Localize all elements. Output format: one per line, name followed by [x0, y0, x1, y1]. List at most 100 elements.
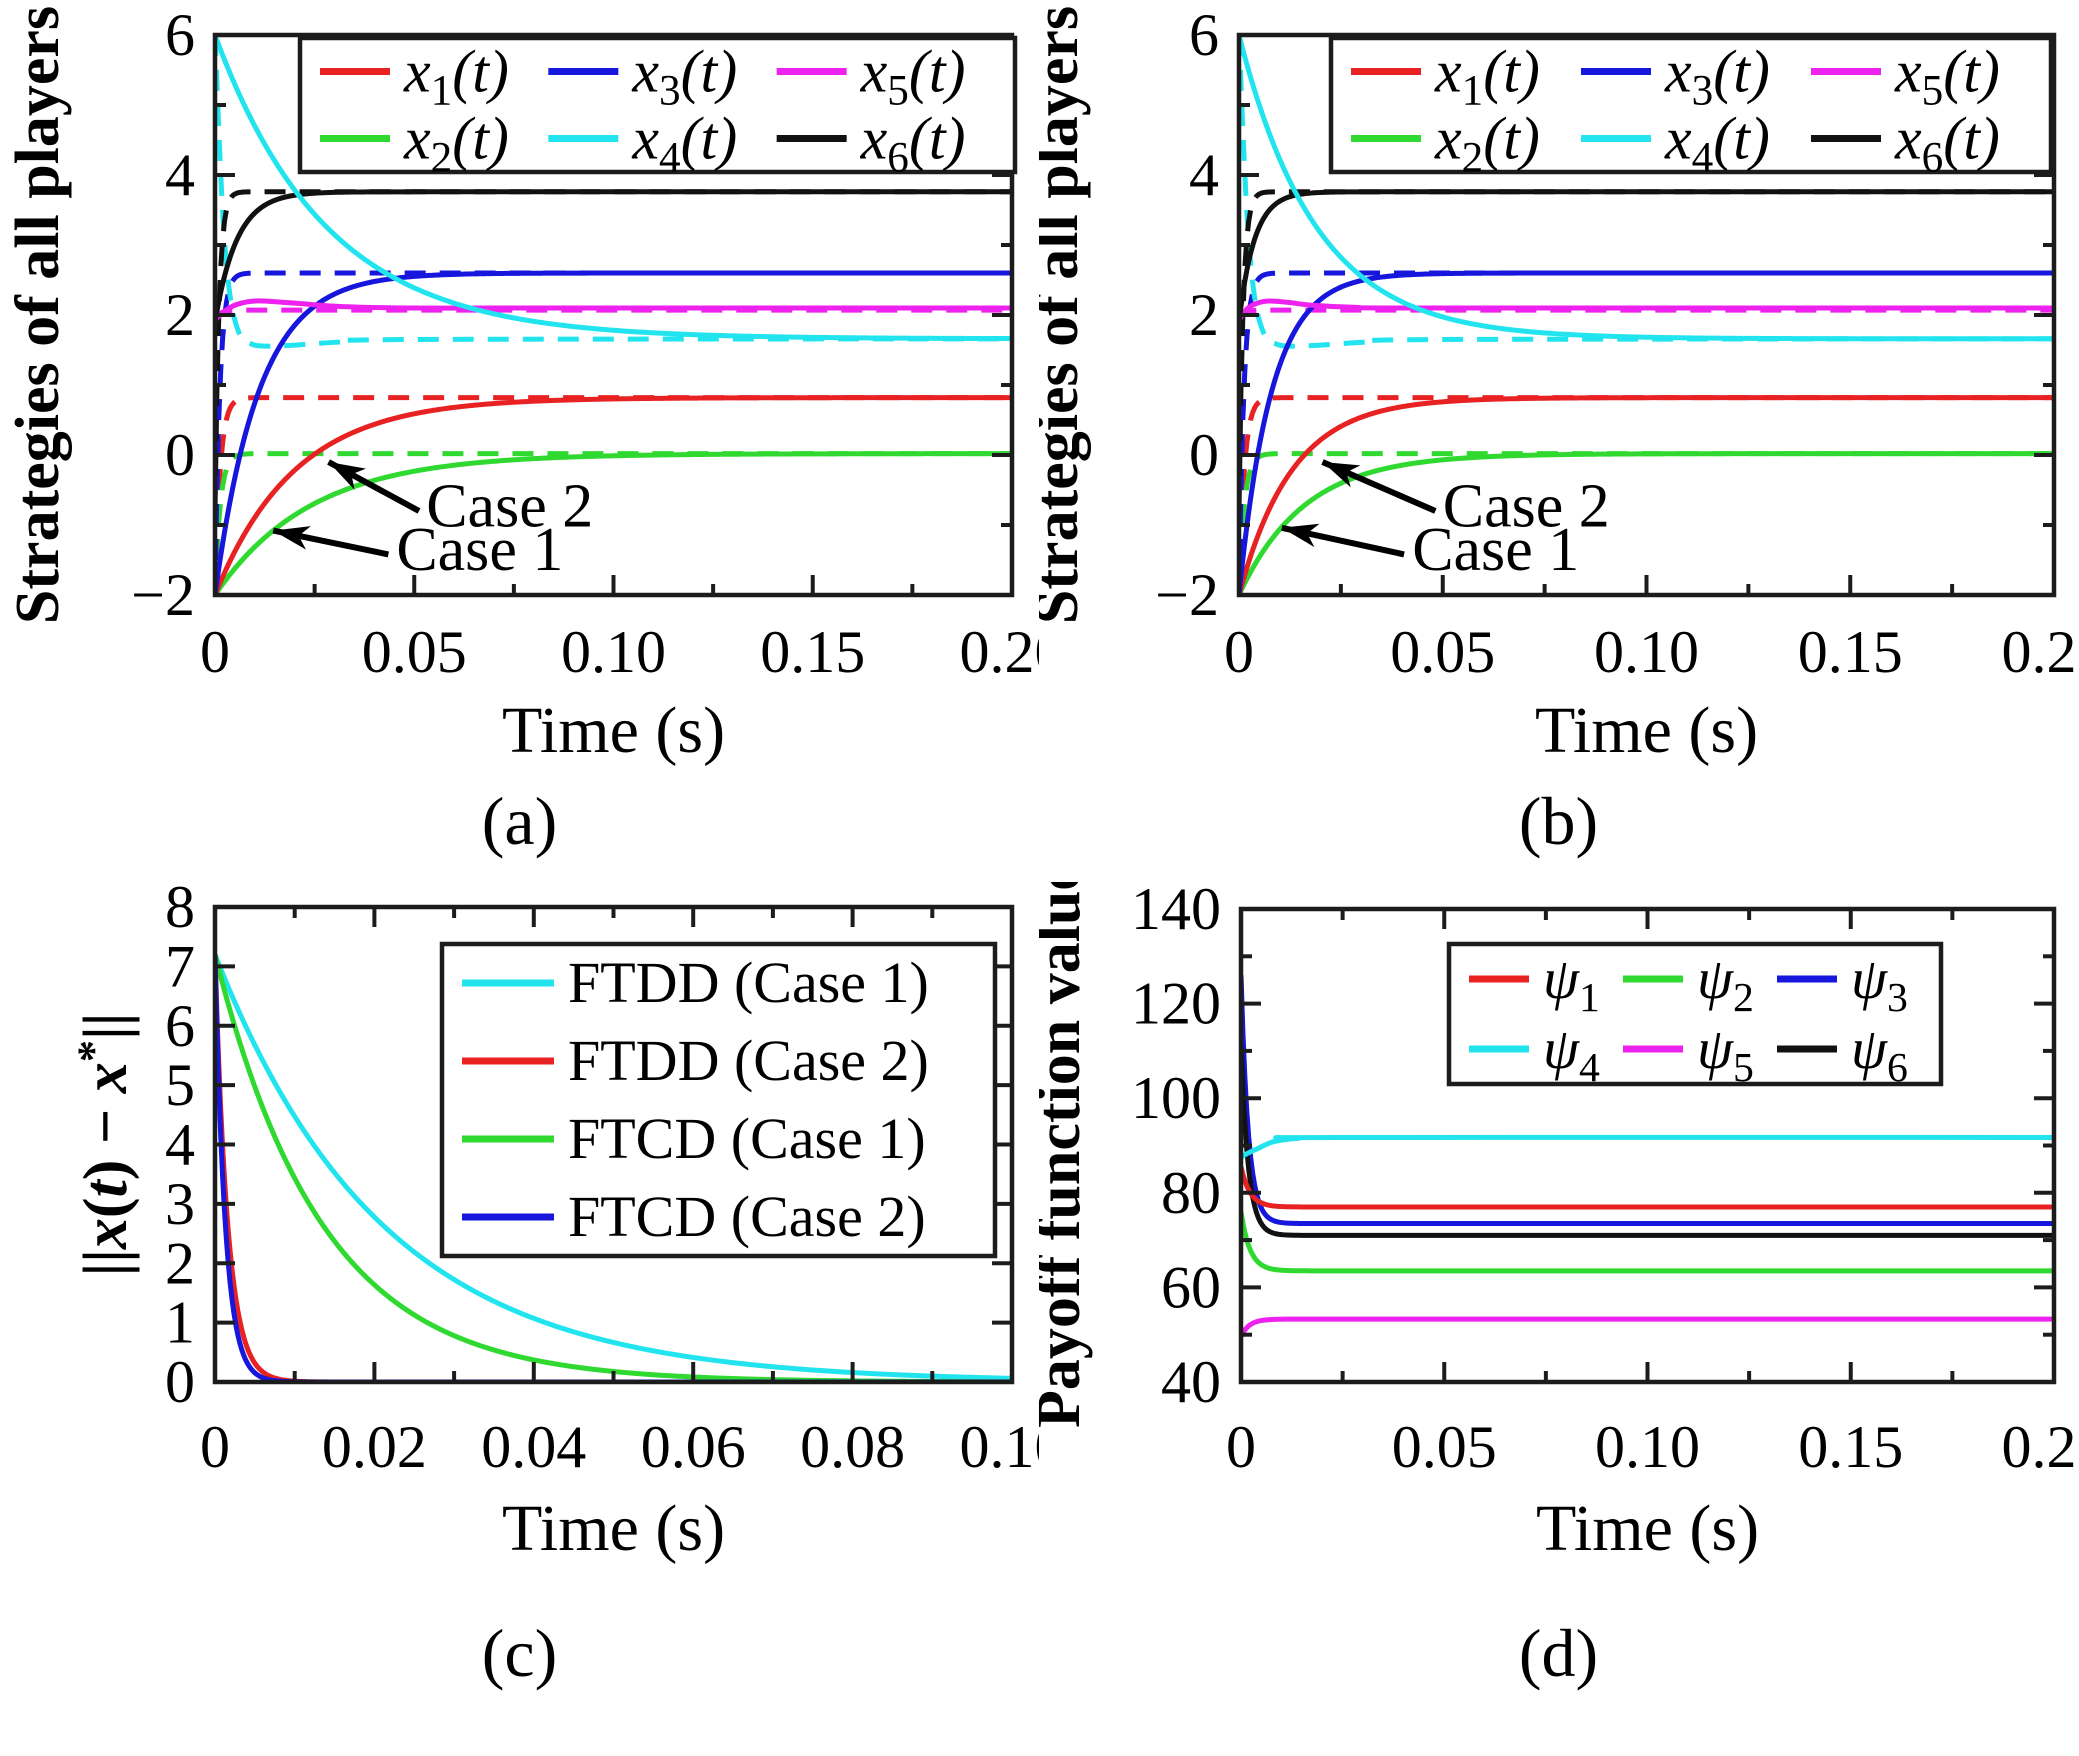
- ticks: [213, 905, 1014, 1384]
- y-tick-label: 0: [165, 1349, 195, 1415]
- legend: ψ1 ψ2 ψ3 ψ4 ψ5 ψ6: [1446, 941, 1944, 1091]
- series-x3-case1: [1239, 270, 2054, 595]
- series-x3-case1: [215, 270, 1012, 595]
- legend-label: ψ1: [1543, 946, 1600, 1021]
- y-tick-label: 120: [1131, 971, 1221, 1037]
- legend-label: ψ3: [1851, 946, 1908, 1021]
- legend-label: x2(t): [403, 105, 509, 181]
- y-tick-label: 6: [1189, 2, 1219, 68]
- annotation-text: Case 2: [426, 472, 593, 540]
- legend: x1(t) x3(t) x5(t) x2(t) x4(t) x6(t): [297, 35, 1018, 182]
- x-tick-label: 0.08: [800, 1414, 905, 1480]
- legend-label: ψ2: [1697, 946, 1754, 1021]
- legend-label: ψ5: [1697, 1016, 1754, 1091]
- y-axis-label: Payoff function value: [1039, 882, 1093, 1428]
- annotation-text: Case 2: [1443, 472, 1610, 540]
- y-tick-label: 4: [1189, 142, 1219, 208]
- legend-label: x1(t): [403, 38, 509, 114]
- legend-label: ψ6: [1851, 1016, 1908, 1091]
- x-tick-label: 0.15: [1798, 1414, 1903, 1480]
- x-tick-label: 0.15: [760, 619, 865, 685]
- annotation-case-2: Case 2: [1321, 459, 1610, 540]
- x-tick-label: 0.05: [362, 619, 467, 685]
- y-tick-label: 80: [1161, 1160, 1221, 1226]
- caption-c: (c): [481, 1615, 558, 1691]
- x-axis-label: Time (s): [1535, 694, 1758, 767]
- legend-label: x4(t): [1664, 105, 1770, 181]
- y-tick-label: −2: [1155, 562, 1219, 628]
- y-tick-label: 7: [165, 933, 195, 999]
- y-tick-label: 0: [1189, 422, 1219, 488]
- x-axis-label: Time (s): [1536, 1492, 1759, 1565]
- series-x1-case1: [1239, 395, 2054, 595]
- x-tick-label: 0.06: [641, 1414, 746, 1480]
- y-tick-label: 6: [165, 2, 195, 68]
- legend-label: FTCD (Case 1): [568, 1106, 926, 1171]
- y-tick-label: 40: [1161, 1349, 1221, 1415]
- series-psi1: [1241, 1166, 2054, 1210]
- x-axis-label: Time (s): [502, 694, 725, 767]
- x-tick-label: 0.04: [481, 1414, 586, 1480]
- caption-d: (d): [1518, 1615, 1599, 1691]
- annotation-case-2: Case 2: [327, 459, 593, 540]
- y-tick-label: 4: [165, 142, 195, 208]
- series-x4-case1: [1239, 35, 2054, 342]
- x-tick-label: 0.10: [1594, 619, 1699, 685]
- series-psi3: [1241, 975, 2054, 1227]
- y-tick-label: 5: [165, 1052, 195, 1118]
- y-tick-label: −2: [131, 562, 195, 628]
- series-x5-case1: [1239, 298, 2054, 322]
- legend-label: x1(t): [1434, 38, 1540, 114]
- legend-label: x2(t): [1434, 105, 1540, 181]
- series-x1-case1: [215, 395, 1012, 595]
- annotation-case-1: Case 1: [1281, 516, 1579, 584]
- y-axis-label: ||x(t) − x*||: [67, 1013, 140, 1277]
- x-tick-label: 0.15: [1798, 619, 1903, 685]
- legend-label: x3(t): [631, 38, 737, 114]
- legend-label: FTCD (Case 2): [568, 1184, 926, 1249]
- x-tick-label: 0.05: [1392, 1414, 1497, 1480]
- y-axis-label: Strategies of all players: [1039, 6, 1091, 624]
- y-tick-label: 100: [1131, 1065, 1221, 1131]
- legend-label: FTDD (Case 1): [568, 950, 929, 1015]
- legend-label: ψ4: [1543, 1016, 1600, 1091]
- caption-a: (a): [481, 783, 558, 859]
- y-tick-label: 2: [1189, 282, 1219, 348]
- y-tick-label: 1: [165, 1290, 195, 1356]
- x-tick-label: 0: [200, 1414, 230, 1480]
- series-x6-case1: [215, 189, 1012, 323]
- y-tick-label: 8: [165, 882, 195, 940]
- y-tick-label: 140: [1131, 882, 1221, 942]
- caption-b: (b): [1518, 783, 1599, 859]
- y-tick-label: 2: [165, 282, 195, 348]
- x-tick-label: 0: [1224, 619, 1254, 685]
- series-psi2: [1241, 1211, 2054, 1274]
- series-ftdd-case1: [215, 953, 1012, 1381]
- y-tick-label: 3: [165, 1171, 195, 1237]
- legend-label: x5(t): [1894, 38, 2000, 114]
- legend-label: x6(t): [860, 105, 966, 181]
- series-psi6: [1241, 1046, 2054, 1238]
- annotation-case-1: Case 1: [272, 516, 563, 584]
- y-tick-label: 60: [1161, 1254, 1221, 1320]
- series-group: [1239, 35, 2054, 595]
- series-x6-case1: [1239, 189, 2054, 323]
- x-tick-label: 0.20: [2002, 619, 2079, 685]
- series-x2-case1: [1239, 451, 2054, 595]
- legend-label: FTDD (Case 2): [568, 1028, 929, 1093]
- legend-label: x3(t): [1664, 38, 1770, 114]
- legend-label: x6(t): [1894, 105, 2000, 181]
- x-tick-label: 0.10: [960, 1414, 1040, 1480]
- x-tick-label: 0: [200, 619, 230, 685]
- ticks: [1239, 907, 2056, 1384]
- annotation-text: Case 1: [1412, 516, 1579, 584]
- chart-d-payoff: 0 0.05 0.10 0.15 0.20 40 60 80 100 120 140 Time (s)…: [1039, 882, 2078, 1602]
- y-tick-label: 4: [165, 1112, 195, 1178]
